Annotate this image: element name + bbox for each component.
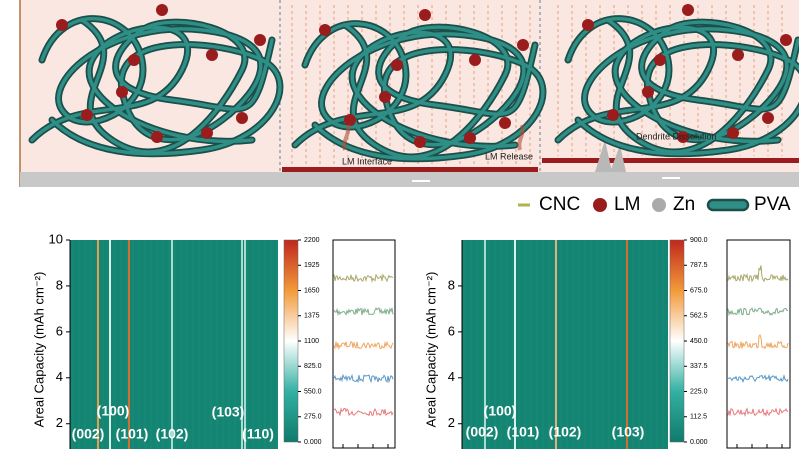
y-tick-label: 8: [56, 277, 63, 292]
colorbar-tick-label: 337.5: [690, 363, 708, 370]
pattern-curve: [727, 307, 789, 317]
legend-label: Zn: [673, 194, 695, 215]
legend-label: PVA: [754, 194, 791, 215]
colorbar-tick-label: 787.5: [690, 262, 708, 269]
colorbar-tick-label: 0.000: [304, 439, 322, 446]
pattern-curve: [727, 265, 789, 283]
colorbar-tick-label: 1100: [304, 338, 319, 345]
colorbar-tick-label: 562.5: [690, 313, 708, 320]
lm-release-label: LM Release: [485, 151, 533, 161]
colorbar-tick-label: 0.000: [690, 439, 708, 446]
peak-label: (100): [97, 403, 130, 419]
legend-label: LM: [614, 194, 640, 215]
colorbar-tick-label: 1650: [304, 287, 320, 294]
colorbar-tick-label: 450.0: [690, 338, 708, 345]
peak-label: (002): [466, 424, 499, 440]
y-tick-label: 6: [448, 323, 455, 338]
colorbar-tick-label: 225.0: [690, 388, 708, 395]
pattern-curve: [333, 340, 394, 351]
heatmap-bg: [462, 240, 668, 449]
legend: CNC LM Zn PVA: [518, 194, 791, 215]
peak-label: (103): [612, 424, 645, 440]
peak-label: (100): [484, 403, 517, 419]
colorbar-tick-label: 112.5: [690, 414, 707, 421]
dendrite-label: Dendrite Dissolution: [636, 131, 717, 141]
y-tick-label: 6: [56, 323, 63, 338]
pattern-curve: [333, 407, 394, 417]
y-tick-label: 2: [448, 415, 455, 430]
heatmap-bg: [70, 240, 278, 449]
peak-label: (002): [72, 426, 105, 442]
colorbar-tick-label: 2200: [304, 237, 320, 244]
peak-label: (110): [242, 426, 274, 442]
colorbar-tick-label: 900.0: [690, 237, 708, 244]
peak-label: (103): [212, 404, 245, 420]
schematic: LM Interface LM Release Dendrite Dissolu…: [19, 0, 799, 187]
colorbar-tick-label: 1925: [304, 262, 320, 269]
colorbar-tick-label: 675.0: [690, 287, 708, 294]
y-tick-label: 4: [56, 369, 63, 384]
lm-interface-label: LM Interface: [342, 156, 392, 166]
pattern-curve: [333, 373, 394, 384]
y-tick-label: 4: [448, 369, 455, 384]
pattern-curve: [333, 306, 394, 317]
colorbar-tick-label: 550.0: [304, 388, 322, 395]
legend-label: CNC: [539, 194, 580, 215]
colorbar-tick-label: 275.0: [304, 414, 322, 421]
colorbar-tick-label: 825.0: [304, 363, 322, 370]
peak-label: (101): [507, 424, 540, 440]
y-tick-label: 2: [56, 415, 63, 430]
peak-label: (102): [549, 424, 582, 440]
colorbar: [283, 239, 299, 443]
colorbar: [669, 239, 685, 443]
y-axis-label: Areal Capacity (mAh cm⁻²): [423, 272, 438, 428]
pattern-curve: [727, 373, 789, 384]
pattern-curve: [333, 273, 394, 283]
peak-label: (101): [116, 426, 149, 442]
pattern-curve: [727, 334, 789, 350]
peak-label: (102): [156, 426, 189, 442]
zn-base: [20, 172, 799, 187]
y-tick-label: 10: [49, 231, 63, 246]
y-axis-label: Areal Capacity (mAh cm⁻²): [31, 272, 46, 428]
pattern-curve: [727, 407, 789, 417]
y-tick-label: 8: [448, 277, 455, 292]
colorbar-tick-label: 1375: [304, 313, 320, 320]
